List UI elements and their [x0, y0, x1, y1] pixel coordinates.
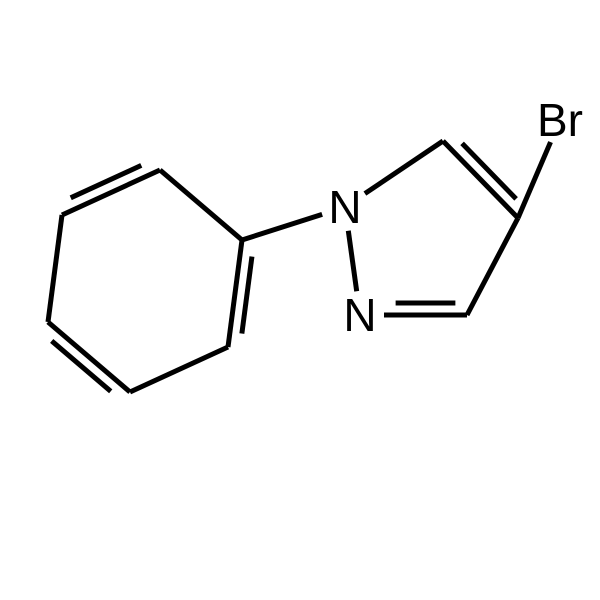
bond-n1-n2	[348, 231, 356, 291]
atom-n2-label: N	[343, 289, 376, 341]
bond-c6-c1	[160, 170, 242, 240]
molecule-diagram: N N Br	[0, 0, 600, 600]
bond-c6-n1	[242, 214, 322, 240]
atom-br-label: Br	[537, 94, 583, 146]
bond-c3-c4	[48, 322, 130, 392]
bond-c8-br	[518, 142, 551, 218]
bond-c9-n1	[365, 141, 443, 194]
bond-c2-c3	[48, 215, 62, 322]
atom-n1-label: N	[328, 181, 361, 233]
bond-c5-c6-2	[242, 257, 252, 334]
bond-c4-c5	[130, 347, 228, 392]
bond-c7-c8	[467, 218, 518, 315]
bond-c8-c9	[443, 141, 518, 218]
